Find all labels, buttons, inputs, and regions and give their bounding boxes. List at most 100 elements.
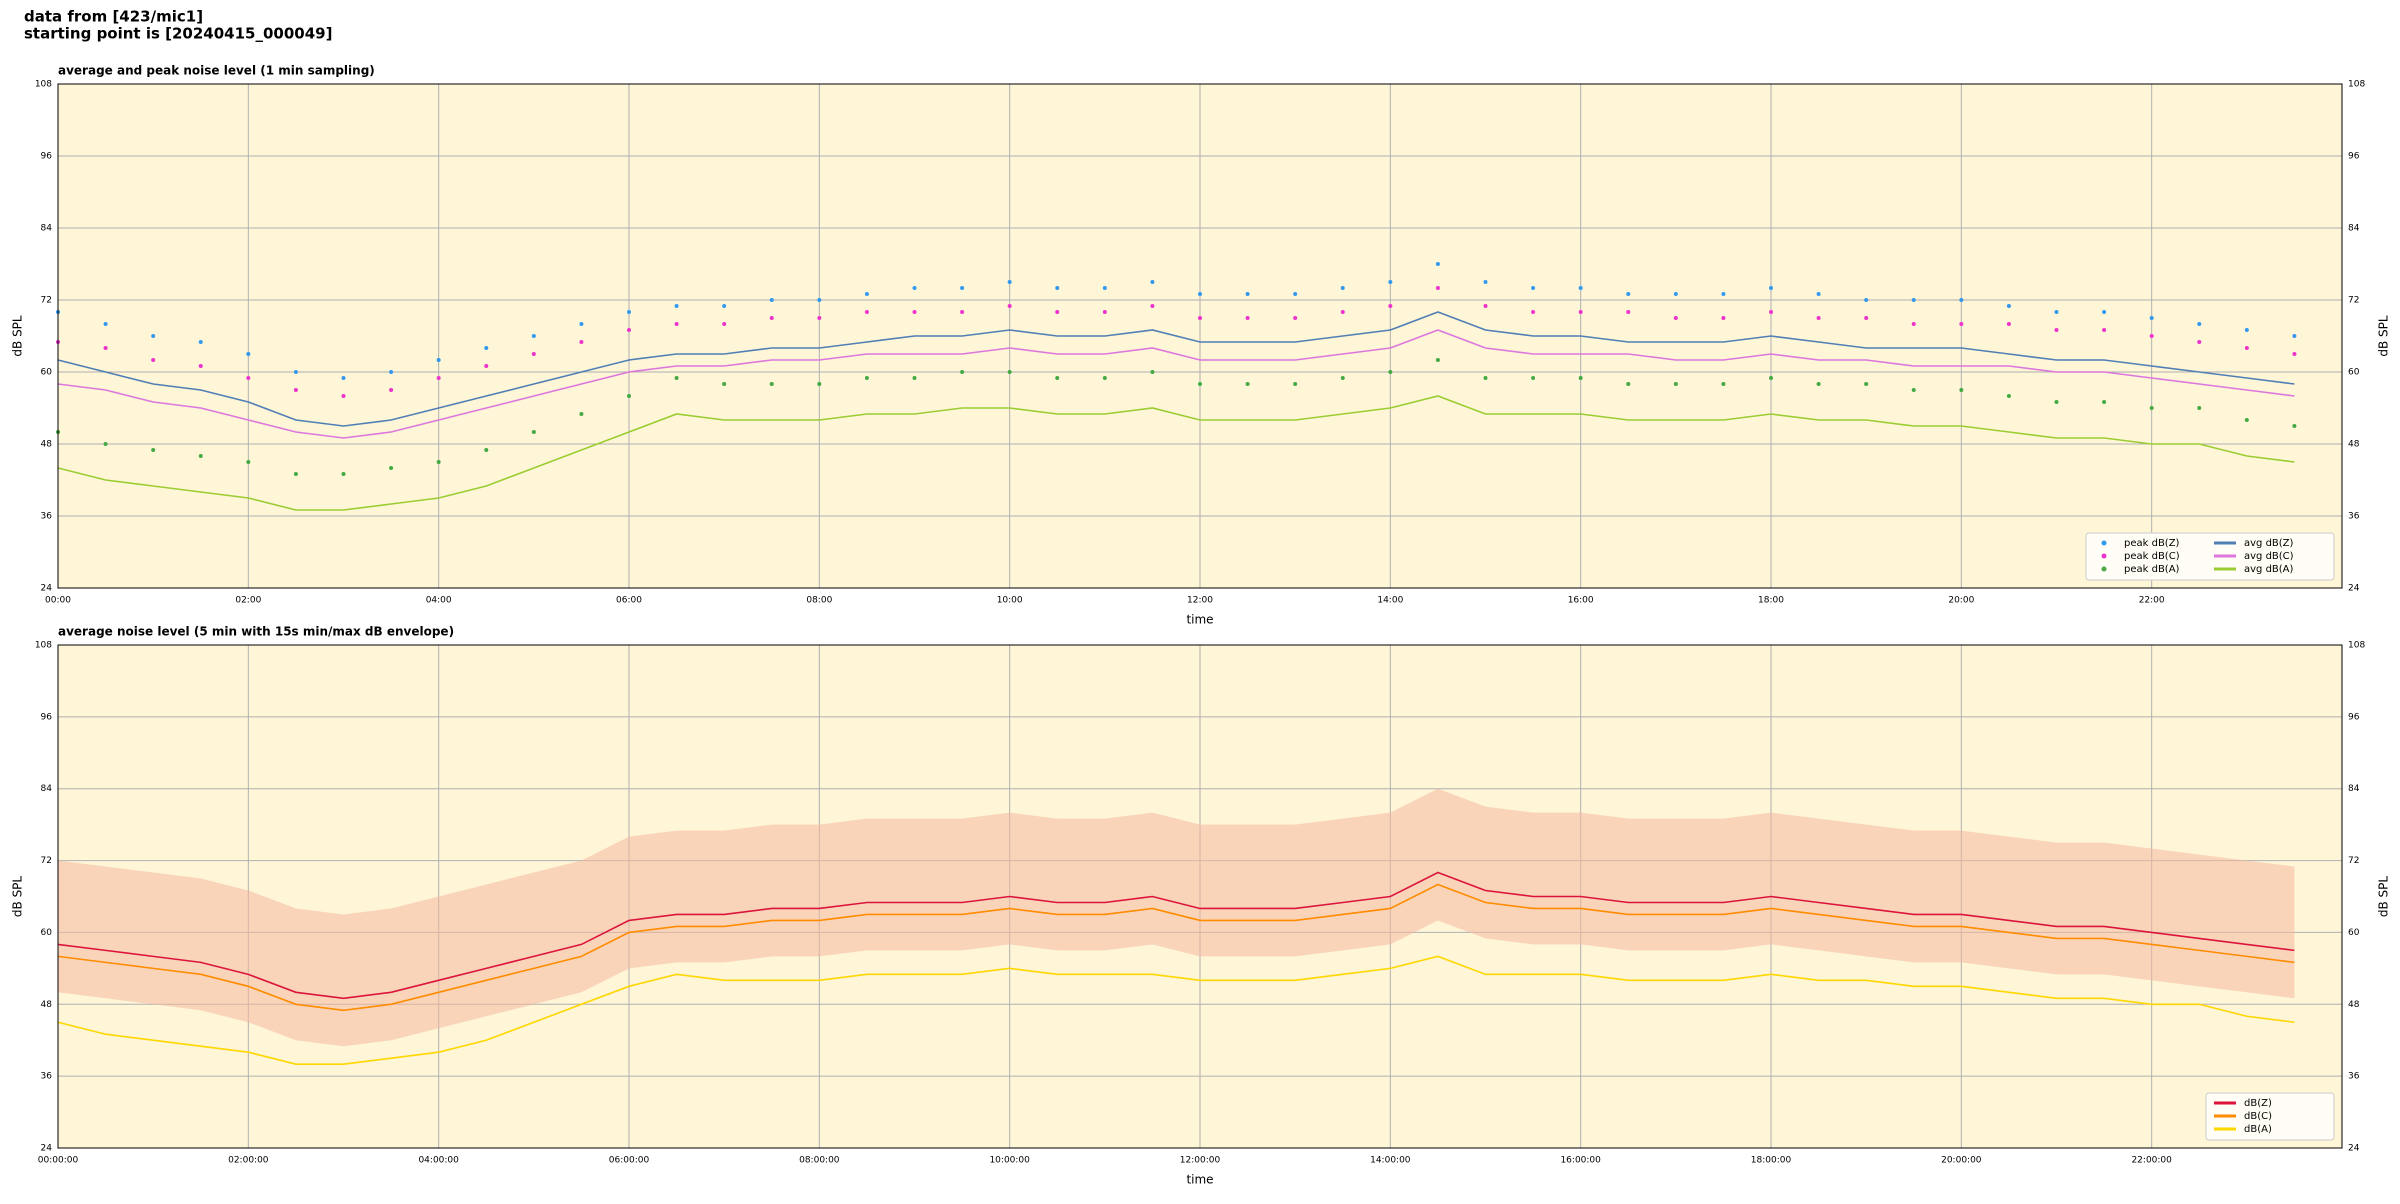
x-tick-label: 16:00 [1568,596,1594,606]
peak-point [1150,370,1155,374]
peak-point [1388,304,1393,308]
y-tick-label: 24 [41,584,53,594]
peak-point [293,472,298,476]
peak-point [246,376,251,380]
legend-label: peak dB(Z) [2124,538,2180,549]
x-tick-label: 16:00:00 [1560,1156,1601,1166]
legend-label: peak dB(C) [2124,551,2180,562]
series-line [57,395,2295,511]
peak-point [389,466,394,470]
peak-point [484,364,489,368]
peak-point [1435,262,1440,266]
series-line [57,955,2295,1065]
x-tick-label: 00:00 [45,596,71,606]
peak-point [1673,292,1678,296]
legend-label: avg dB(C) [2244,551,2294,562]
peak-point [1102,376,1107,380]
peak-point [198,364,203,368]
x-tick-label: 20:00 [1948,596,1974,606]
y-tick-label: 108 [35,80,52,90]
legend-box [2205,1092,2335,1141]
peak-point [722,382,727,386]
peak-point [1911,298,1916,302]
envelope [58,788,2295,1047]
peak-point [960,286,965,290]
legend-marker [2101,540,2107,546]
peak-point [1198,382,1202,386]
peak-point [1721,382,1726,386]
legend-marker [2101,553,2107,559]
chart-title: average and peak noise level (1 min samp… [58,64,375,78]
peak-point [341,472,346,476]
peak-point [103,346,108,350]
peak-point [1816,382,1821,386]
peak-point [1721,292,1726,296]
peak-point [817,298,822,302]
peak-point [1150,304,1155,308]
peak-point [722,304,727,308]
peak-point [1435,358,1440,362]
header-line: starting point is [20240415_000049] [24,25,332,43]
y-tick-label: 84 [2348,224,2360,234]
peak-point [1578,310,1583,314]
peak-point [2197,322,2202,326]
x-tick-label: 14:00 [1377,596,1403,606]
legend-label: avg dB(A) [2244,564,2294,575]
peak-point [579,340,584,344]
peak-point [2292,334,2297,338]
x-tick-label: 08:00:00 [799,1156,840,1166]
plot-frame [57,644,2343,1149]
series-line [57,883,2295,1012]
peak-point [817,316,822,320]
peak-point [1959,322,1964,326]
peak-point [2197,406,2202,410]
legend-label: avg dB(Z) [2244,538,2294,549]
legend-marker [2101,566,2107,572]
peak-point [1388,280,1393,284]
peak-point [1245,382,1250,386]
peak-point [1959,388,1964,392]
y-tick-label: 108 [35,641,52,651]
legend-label: peak dB(A) [2124,564,2180,575]
peak-point [1340,310,1345,314]
y-tick-label: 60 [2348,928,2360,938]
peak-point [1483,280,1488,284]
y-tick-label: 96 [41,712,53,722]
y-tick-label: 60 [2348,368,2360,378]
peak-point [484,448,489,452]
peak-point [2149,334,2154,338]
x-tick-label: 18:00 [1758,596,1784,606]
x-tick-label: 06:00:00 [609,1156,650,1166]
peak-point [1578,286,1583,290]
peak-point [579,322,584,326]
plot-frame [57,83,2343,589]
header-line: data from [423/mic1] [24,8,203,26]
peak-point [1245,316,1250,320]
peak-point [1769,376,1773,380]
peak-point [1673,382,1678,386]
peak-point [912,310,917,314]
x-tick-label: 10:00:00 [989,1156,1030,1166]
x-tick-label: 22:00:00 [2131,1156,2172,1166]
peak-point [2197,340,2202,344]
y-tick-label: 24 [41,1144,53,1154]
legend-label: dB(Z) [2244,1098,2272,1109]
peak-point [769,316,774,320]
y-tick-label: 60 [41,928,53,938]
peak-point [1007,370,1012,374]
x-tick-label: 22:00 [2139,596,2165,606]
peak-point [1721,316,1726,320]
peak-point [293,388,298,392]
x-axis-label: time [1186,1173,1213,1187]
x-tick-label: 04:00 [426,596,452,606]
peak-point [2054,310,2059,314]
peak-point [531,430,536,434]
peak-point [2006,322,2011,326]
peak-point [1769,310,1773,314]
peak-point [389,370,394,374]
legend-box [2085,532,2335,581]
peak-point [436,460,441,464]
peak-point [1816,316,1821,320]
peak-point [1340,286,1345,290]
